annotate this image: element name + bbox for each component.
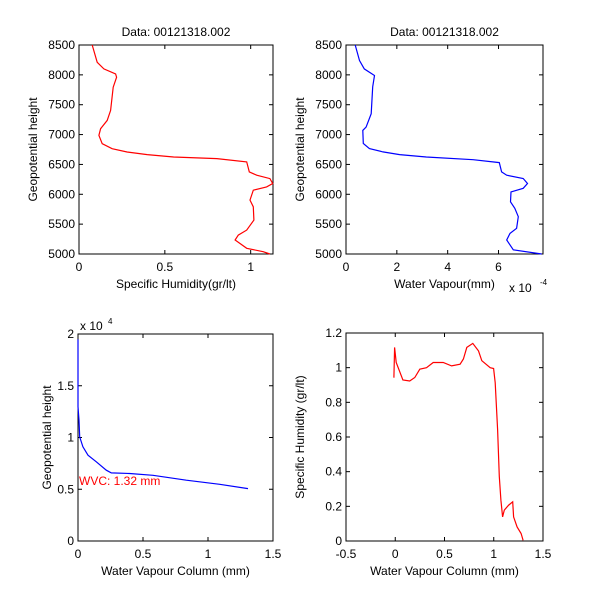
- x-tick-label: 1: [247, 260, 254, 274]
- y-tick-label: 7000: [48, 128, 75, 142]
- y-tick-label: 7000: [315, 128, 342, 142]
- y-tick-label: 0.6: [325, 430, 342, 444]
- subplot-1: 0 0.5 1 5000 5500 6000 6500 7000 7500 8000 8500 Dat…: [26, 25, 274, 291]
- x-multiplier-exponent: -4: [540, 278, 548, 287]
- x-axis-label: Specific Humidity(gr/lt): [116, 277, 236, 291]
- y-tick-label: 6000: [315, 187, 342, 201]
- y-axis-label: Specific Humidity (gr/lt): [293, 375, 307, 498]
- y-tick-label: 6500: [315, 157, 342, 171]
- chart-title: Data: 00121318.002: [390, 25, 499, 39]
- series-line-0: [393, 342, 524, 541]
- y-tick-label: 0: [335, 534, 342, 548]
- series-line-0: [354, 44, 542, 255]
- y-tick-label: 2: [67, 327, 74, 341]
- y-tick-label: 5500: [315, 217, 342, 231]
- y-axis-label: Geopotential height: [293, 97, 307, 202]
- y-tick-label: 1.2: [325, 326, 342, 340]
- y-tick-label: 0.2: [325, 499, 342, 513]
- x-tick-label: 0.5: [436, 547, 453, 561]
- y-multiplier: x 10: [80, 319, 103, 333]
- x-axis-label: Water Vapour Column (mm): [370, 564, 519, 578]
- y-tick-label: 1: [67, 431, 74, 445]
- y-tick-label: 6000: [48, 187, 75, 201]
- subplot-3: 0 0.5 1 1.5 0 0.5 1 1.5 2 Water Vapour Column (mm…: [40, 317, 282, 578]
- x-multiplier: x 10: [509, 281, 532, 295]
- y-tick-label: 0.4: [325, 465, 342, 479]
- y-axis-label: Geopotential height: [40, 385, 54, 490]
- axes-box: [78, 44, 274, 255]
- wvc-annotation: WVC: 1.32 mm: [79, 474, 160, 488]
- x-tick-label: 1: [490, 547, 497, 561]
- y-tick-label: 1.5: [57, 379, 74, 393]
- y-tick-label: 7500: [48, 98, 75, 112]
- x-tick-label: 1: [205, 547, 212, 561]
- y-tick-label: 0.8: [325, 395, 342, 409]
- x-tick-label: 0: [343, 260, 350, 274]
- y-axis-label: Geopotential height: [26, 97, 40, 202]
- y-tick-label: 5000: [48, 247, 75, 261]
- y-tick-label: 5000: [315, 247, 342, 261]
- x-tick-label: 1.5: [265, 547, 282, 561]
- y-tick-label: 0: [67, 534, 74, 548]
- x-tick-label: 0.5: [135, 547, 152, 561]
- y-tick-label: 0.5: [57, 482, 74, 496]
- y-tick-label: 7500: [315, 98, 342, 112]
- y-tick-label: 8000: [315, 68, 342, 82]
- x-tick-label: 2: [393, 260, 400, 274]
- x-tick-label: 0: [76, 260, 83, 274]
- y-multiplier-exponent: 4: [108, 317, 113, 326]
- x-tick-label: 6: [495, 260, 502, 274]
- x-tick-label: 0: [392, 547, 399, 561]
- x-tick-label: 1.5: [535, 547, 552, 561]
- y-tick-label: 1: [335, 361, 342, 375]
- y-tick-label: 8500: [48, 38, 75, 52]
- series-line-0: [77, 339, 249, 490]
- series-line-0: [91, 44, 274, 255]
- x-tick-label: 0.5: [156, 260, 173, 274]
- x-axis-label: Water Vapour(mm): [394, 277, 495, 291]
- axes-box: [77, 333, 274, 542]
- y-tick-label: 8500: [315, 38, 342, 52]
- subplot-2: 0 2 4 6 5000 5500 6000 6500 7000 7500 8000 8500 Data…: [293, 25, 548, 295]
- axes-box: [345, 44, 544, 255]
- y-tick-label: 5500: [48, 217, 75, 231]
- x-tick-label: 0: [75, 547, 82, 561]
- x-axis-label: Water Vapour Column (mm): [101, 564, 250, 578]
- chart-title: Data: 00121318.002: [122, 25, 231, 39]
- y-tick-label: 8000: [48, 68, 75, 82]
- x-tick-label: -0.5: [336, 547, 357, 561]
- y-tick-label: 6500: [48, 157, 75, 171]
- x-tick-label: 4: [444, 260, 451, 274]
